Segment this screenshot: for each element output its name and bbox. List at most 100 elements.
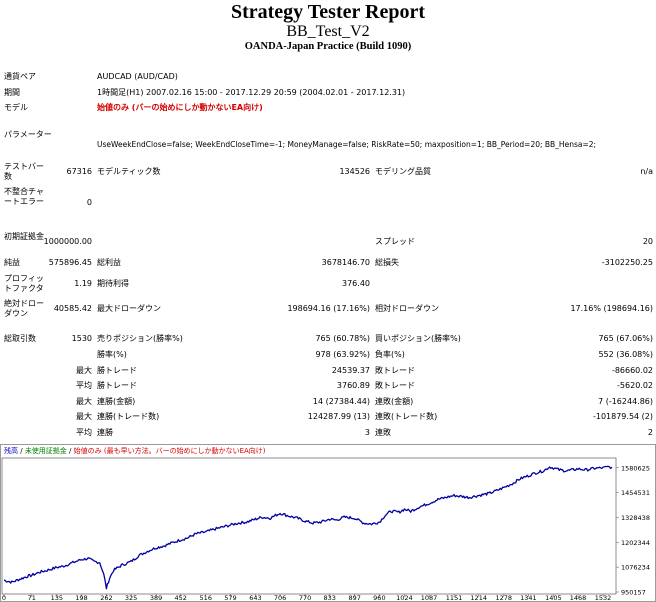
- profit-factor-value: 1.19: [74, 279, 92, 288]
- server-name: OANDA-Japan Practice (Build 1090): [244, 41, 412, 52]
- balance-line: [3, 465, 613, 590]
- legend-sep-2: /: [66, 447, 74, 455]
- max-drawdown-label: 最大ドローダウン: [97, 304, 161, 313]
- spread-value: 20: [642, 237, 653, 246]
- gross-loss-value: -3102250.25: [601, 258, 653, 267]
- x-tick-label: 1532: [595, 594, 612, 602]
- short-positions-label: 売りポジション(勝率%): [97, 334, 183, 343]
- params-label: パラメーター: [4, 130, 52, 139]
- x-tick-label: 1341: [520, 594, 537, 602]
- consec-trade-loss-label: 連敗(トレード数): [375, 412, 438, 421]
- avg-consec-loss-label: 連敗: [375, 428, 391, 437]
- x-tick-label: 1278: [495, 594, 512, 602]
- chart-legend: 残高 / 未使用証拠金 / 始値のみ (最も早い方法。バーの始めにしか動かないE…: [4, 446, 266, 456]
- x-tick-label: 643: [249, 594, 261, 602]
- consec-money-loss-label: 連敗(金額): [375, 397, 414, 406]
- gross-profit-value: 3678146.70: [321, 258, 370, 267]
- report-title: Strategy Tester Report: [230, 1, 426, 23]
- consec-money-loss-value: 7 (-16244.86): [598, 397, 653, 406]
- period-value: 1時間足(H1) 2007.02.16 15:00 - 2017.12.29 2…: [97, 88, 406, 97]
- avg-consec-loss-value: 2: [647, 428, 653, 437]
- deposit-value: 1000000.00: [43, 237, 92, 246]
- max-loss-label: 敗トレード: [375, 366, 415, 375]
- x-tick-label: 1087: [421, 594, 438, 602]
- avg-win-value: 3760.89: [336, 381, 370, 390]
- bars-value: 67316: [66, 167, 92, 176]
- legend-sep-1: /: [18, 447, 25, 455]
- x-tick-label: 960: [373, 594, 385, 602]
- symbol-label: 通貨ペア: [4, 72, 36, 81]
- quality-label: モデリング品質: [375, 167, 431, 176]
- legend-model: 始値のみ (最も早い方法。バーの始めにしか動かないEA向け): [73, 447, 266, 455]
- consec-trade-win-label: 連勝(トレード数): [97, 412, 160, 421]
- long-positions-label: 買いポジション(勝率%): [375, 334, 461, 343]
- quality-value: n/a: [640, 167, 653, 176]
- x-tick-label: 897: [349, 594, 361, 602]
- legend-balance: 残高: [4, 447, 18, 455]
- abs-drawdown-value: 40585.42: [53, 304, 92, 313]
- y-tick-label: 950157: [621, 589, 646, 597]
- win-pct-value: 978 (63.92%): [315, 350, 370, 359]
- y-tick-label: 1328438: [621, 514, 650, 522]
- avg-win-label: 勝トレード: [97, 381, 137, 390]
- expected-payoff-value: 376.40: [342, 279, 370, 288]
- max-loss-value: -86660.02: [611, 366, 653, 375]
- balance-chart: 0 71 135 198 262 325 389 452 516 579 643 706 770 833 8…: [0, 444, 656, 602]
- params-value: UseWeekEndClose=false; WeekEndCloseTime=…: [97, 140, 597, 149]
- x-tick-label: 389: [150, 594, 162, 602]
- x-tick-label: 1024: [396, 594, 413, 602]
- x-tick-label: 1214: [470, 594, 487, 602]
- x-tick-label: 1405: [545, 594, 562, 602]
- max-drawdown-value: 198694.16 (17.16%): [287, 304, 370, 313]
- model-label: モデル: [4, 103, 28, 112]
- max-label-2: 最大: [76, 397, 92, 406]
- x-tick-label: 325: [125, 594, 137, 602]
- abs-drawdown-label: 絶対ドローダウン: [4, 299, 44, 318]
- gross-loss-label: 総損失: [375, 258, 399, 267]
- mismatch-value: 0: [86, 198, 92, 207]
- x-tick-label: 579: [224, 594, 236, 602]
- period-label: 期間: [4, 88, 20, 97]
- net-profit-value: 575896.45: [48, 258, 92, 267]
- max-label-1: 最大: [76, 366, 92, 375]
- y-tick-label: 1454531: [621, 489, 650, 497]
- x-tick-label: 452: [175, 594, 187, 602]
- total-trades-label: 総取引数: [4, 334, 36, 343]
- x-tick-label: 833: [324, 594, 336, 602]
- symbol-value: AUDCAD (AUD/CAD): [97, 72, 178, 81]
- rel-drawdown-value: 17.16% (198694.16): [570, 304, 653, 313]
- legend-margin: 未使用証拠金: [24, 447, 67, 455]
- x-tick-label: 706: [274, 594, 286, 602]
- consec-money-win-label: 連勝(金額): [97, 397, 136, 406]
- mismatch-label: 不整合チャートエラー: [4, 187, 44, 206]
- x-tick-label: 1151: [446, 594, 463, 602]
- long-positions-value: 765 (67.06%): [598, 334, 653, 343]
- consec-trade-win-value: 124287.99 (13): [307, 412, 370, 421]
- ea-name: BB_Test_V2: [286, 23, 370, 40]
- avg-loss-value: -5620.02: [617, 381, 653, 390]
- gross-profit-label: 総利益: [97, 258, 121, 267]
- x-tick-label: 262: [100, 594, 112, 602]
- consec-trade-loss-value: -101879.54 (2): [592, 412, 653, 421]
- y-tick-label: 1580625: [621, 464, 650, 472]
- max-label-3: 最大: [76, 412, 92, 421]
- avg-consec-win-value: 3: [364, 428, 370, 437]
- expected-payoff-label: 期待利得: [97, 279, 129, 288]
- avg-loss-label: 敗トレード: [375, 381, 415, 390]
- avg-label-2: 平均: [76, 428, 92, 437]
- max-win-label: 勝トレード: [97, 366, 137, 375]
- y-tick-label: 1202344: [621, 539, 650, 547]
- rel-drawdown-label: 相対ドローダウン: [375, 304, 439, 313]
- loss-pct-value: 552 (36.08%): [598, 350, 653, 359]
- bars-label: テストバー数: [4, 162, 44, 181]
- ticks-label: モデルティック数: [97, 167, 161, 176]
- short-positions-value: 765 (60.78%): [315, 334, 370, 343]
- x-tick-label: 135: [51, 594, 63, 602]
- x-tick-label: 0: [2, 594, 6, 602]
- x-tick-label: 71: [28, 594, 36, 602]
- deposit-label: 初期証拠金: [4, 232, 44, 241]
- spread-label: スプレッド: [375, 237, 415, 246]
- loss-pct-label: 負率(%): [375, 350, 405, 359]
- net-profit-label: 純益: [4, 258, 20, 267]
- consec-money-win-value: 14 (27384.44): [312, 397, 370, 406]
